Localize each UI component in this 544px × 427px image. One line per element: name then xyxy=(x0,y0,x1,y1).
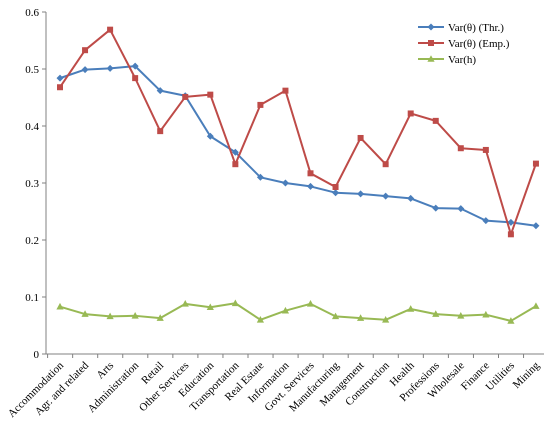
data-point xyxy=(332,183,339,190)
data-point xyxy=(407,305,415,312)
legend-label: Var(θ) (Thr.) xyxy=(448,22,504,34)
legend-item: Var(θ) (Thr.) xyxy=(418,22,504,34)
x-category-label: Mining xyxy=(511,359,543,391)
data-point xyxy=(357,134,364,141)
data-point xyxy=(507,231,514,238)
data-point xyxy=(206,132,214,140)
data-point xyxy=(407,110,414,117)
data-point xyxy=(507,218,515,226)
data-point xyxy=(482,217,490,225)
legend-marker xyxy=(428,40,434,46)
legend-marker xyxy=(427,23,435,31)
data-point xyxy=(106,64,114,72)
data-point xyxy=(56,74,64,82)
data-point xyxy=(81,66,89,74)
data-point xyxy=(206,303,214,311)
legend-item: Var(h) xyxy=(418,54,476,66)
data-point xyxy=(82,47,89,54)
series-line xyxy=(59,65,537,227)
data-point xyxy=(132,75,139,82)
data-point xyxy=(357,190,365,198)
data-point xyxy=(182,93,189,100)
data-point xyxy=(256,173,264,181)
data-point xyxy=(382,161,389,168)
data-point xyxy=(382,192,390,200)
data-point xyxy=(181,300,189,307)
data-point xyxy=(57,84,63,91)
series-3 xyxy=(56,299,540,324)
data-point xyxy=(231,299,239,307)
data-point xyxy=(407,194,415,202)
data-point xyxy=(156,314,164,321)
data-point xyxy=(357,314,365,321)
data-point xyxy=(382,316,390,323)
data-point xyxy=(532,302,540,309)
data-point xyxy=(331,312,340,320)
data-point xyxy=(332,189,340,197)
data-point xyxy=(306,300,315,307)
data-point xyxy=(282,87,289,94)
data-point xyxy=(432,117,439,124)
series-1 xyxy=(56,62,540,230)
data-point xyxy=(106,312,114,320)
data-point xyxy=(281,306,290,314)
data-point xyxy=(432,204,440,212)
data-point xyxy=(107,26,114,33)
data-point xyxy=(307,170,314,177)
data-point xyxy=(81,310,89,317)
y-tick-label: 0.2 xyxy=(25,235,39,247)
data-point xyxy=(457,145,464,152)
data-point xyxy=(131,62,139,70)
data-point xyxy=(432,310,440,317)
data-point xyxy=(532,222,540,230)
y-tick-label: 0.1 xyxy=(25,292,39,304)
data-point xyxy=(532,160,539,167)
legend-item: Var(θ) (Emp.) xyxy=(418,38,510,50)
data-point xyxy=(257,101,264,108)
series-2 xyxy=(57,26,539,238)
series-line xyxy=(59,28,537,236)
data-point xyxy=(457,205,465,213)
legend-label: Var(θ) (Emp.) xyxy=(448,38,510,50)
data-point xyxy=(207,91,214,98)
data-point xyxy=(131,312,139,319)
data-point xyxy=(231,148,239,156)
y-tick-label: 0 xyxy=(34,349,40,361)
y-axis: 0 0.1 0.2 0.3 0.4 0.5 0.6 xyxy=(25,7,47,361)
legend-label: Var(h) xyxy=(448,54,476,66)
data-point xyxy=(482,310,490,318)
data-point xyxy=(157,128,164,135)
series-line xyxy=(59,302,537,322)
legend-marker xyxy=(427,55,435,62)
legend: Var(θ) (Thr.) Var(θ) (Emp.) Var(h) xyxy=(418,22,510,66)
data-point xyxy=(307,182,314,190)
y-tick-label: 0.4 xyxy=(25,121,39,133)
data-point xyxy=(232,161,239,168)
data-point xyxy=(457,312,465,319)
data-point xyxy=(156,87,164,95)
y-tick-label: 0.6 xyxy=(25,7,39,19)
data-point xyxy=(507,317,515,324)
y-tick-label: 0.5 xyxy=(25,64,39,76)
plot-area xyxy=(56,26,540,324)
data-point xyxy=(56,302,64,310)
y-tick-label: 0.3 xyxy=(25,178,39,190)
data-point xyxy=(482,146,489,153)
data-point xyxy=(281,179,289,187)
data-point xyxy=(256,316,264,323)
